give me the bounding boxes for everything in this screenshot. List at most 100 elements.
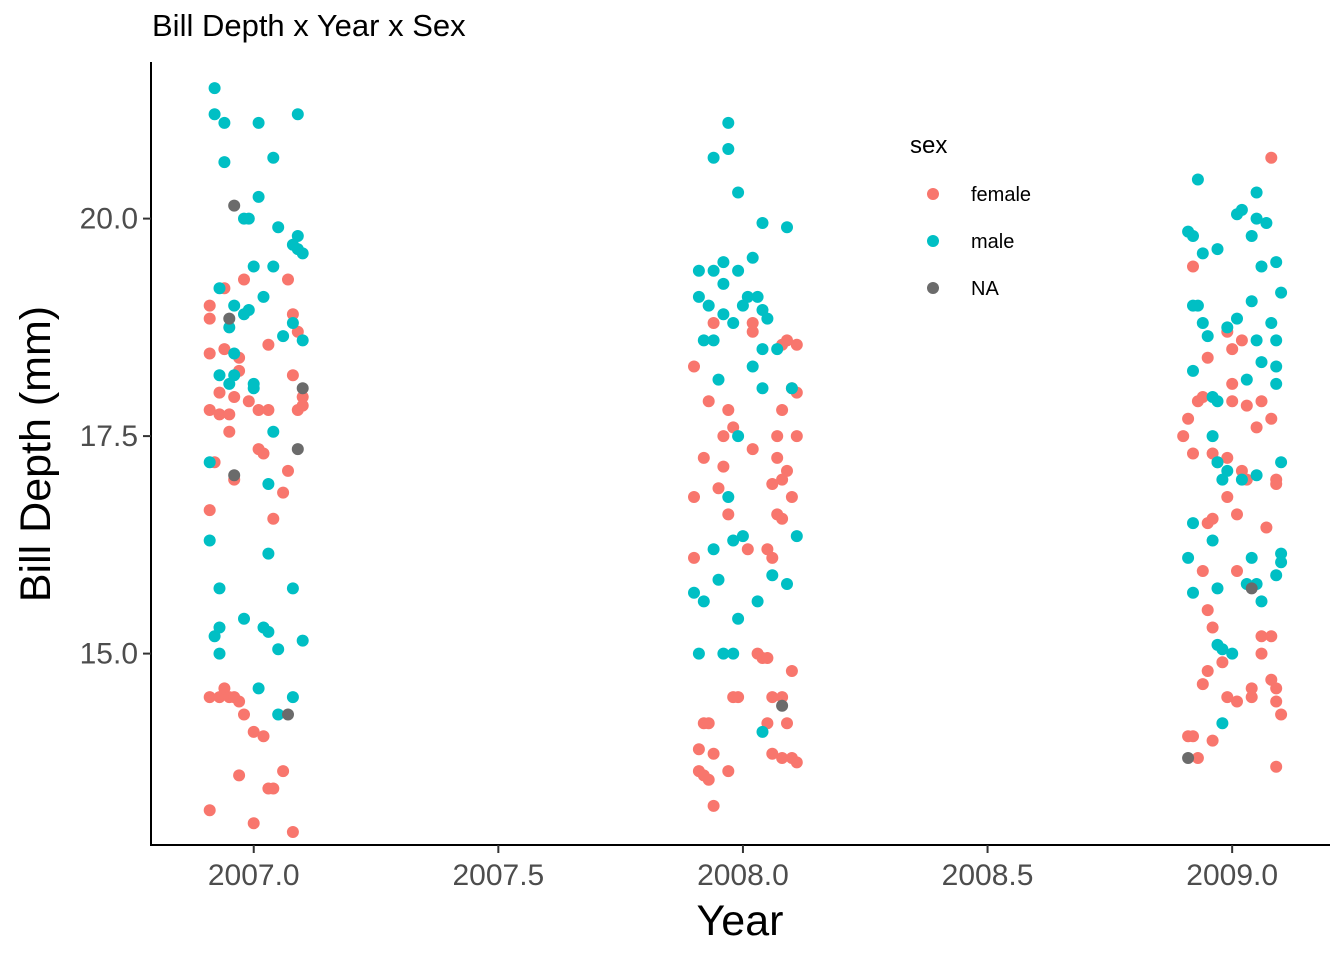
point-male	[712, 373, 725, 386]
point-male	[272, 221, 285, 234]
point-male	[1211, 582, 1224, 595]
point-female	[1270, 760, 1283, 773]
point-male	[1260, 217, 1273, 229]
point-female	[238, 708, 250, 721]
point-female	[203, 504, 216, 517]
point-male	[736, 530, 749, 543]
point-na	[228, 199, 241, 212]
point-male	[688, 586, 700, 599]
point-female	[1206, 447, 1219, 460]
point-female	[262, 404, 275, 416]
point-na	[282, 708, 294, 721]
point-male	[247, 260, 260, 273]
point-male	[208, 630, 221, 643]
point-male	[242, 212, 255, 225]
point-female	[223, 425, 236, 438]
point-male	[238, 308, 250, 321]
point-male	[727, 317, 740, 329]
point-male	[228, 299, 241, 312]
point-female	[1235, 334, 1248, 347]
legend-key-male	[927, 235, 939, 247]
point-male	[722, 116, 735, 129]
point-male	[1270, 334, 1283, 347]
point-male	[790, 530, 803, 543]
point-female	[722, 404, 735, 416]
point-male	[781, 578, 793, 590]
point-female	[785, 665, 798, 677]
point-male	[1250, 212, 1263, 225]
point-female	[746, 325, 759, 338]
point-female	[1245, 691, 1258, 704]
point-male	[717, 277, 730, 290]
x-tick-label: 2008.0	[697, 859, 789, 892]
point-female	[1255, 647, 1268, 660]
point-female	[1206, 621, 1219, 634]
point-male	[286, 691, 299, 704]
point-female	[203, 312, 216, 325]
point-female	[707, 799, 720, 812]
point-female	[213, 408, 226, 421]
point-male	[707, 543, 720, 556]
point-female	[1201, 604, 1214, 617]
point-male	[727, 647, 740, 660]
point-female	[1196, 678, 1209, 691]
point-male	[296, 334, 309, 347]
point-male	[1275, 286, 1288, 299]
point-female	[766, 551, 779, 564]
point-female	[257, 730, 270, 743]
point-male	[1270, 377, 1283, 390]
point-male	[1216, 473, 1229, 486]
point-male	[262, 547, 275, 560]
point-female	[727, 421, 740, 434]
point-male	[252, 682, 265, 695]
point-na	[291, 443, 304, 456]
point-female	[1216, 656, 1229, 669]
point-female	[741, 543, 754, 556]
point-female	[746, 443, 759, 456]
point-male	[1235, 473, 1248, 486]
point-male	[228, 347, 241, 360]
point-female	[771, 430, 784, 443]
point-male	[1250, 469, 1263, 482]
point-female	[1221, 451, 1234, 464]
point-female	[761, 652, 774, 664]
point-female	[781, 334, 793, 347]
point-male	[756, 343, 769, 356]
point-female	[702, 717, 715, 730]
point-male	[707, 334, 720, 347]
point-na	[1245, 582, 1258, 595]
point-female	[722, 508, 735, 521]
point-female	[761, 717, 774, 730]
y-tick-label: 20.0	[80, 203, 138, 236]
x-tick-label: 2007.0	[208, 859, 300, 892]
point-female	[1275, 708, 1288, 721]
point-female	[785, 491, 798, 503]
point-male	[267, 151, 280, 164]
point-male	[1211, 243, 1224, 256]
point-male	[722, 491, 735, 503]
series-na	[223, 199, 1258, 764]
point-male	[736, 299, 749, 312]
point-female	[1231, 508, 1243, 521]
point-female	[1245, 682, 1258, 695]
point-male	[223, 377, 236, 390]
point-female	[1270, 682, 1283, 695]
point-female	[1270, 478, 1283, 490]
point-female	[1226, 343, 1239, 356]
point-male	[1240, 373, 1253, 386]
point-male	[707, 264, 720, 277]
point-male	[746, 360, 759, 373]
point-male	[732, 430, 745, 443]
point-female	[262, 338, 275, 351]
point-male	[1265, 317, 1278, 329]
point-female	[1226, 395, 1239, 408]
point-male	[1211, 456, 1224, 469]
point-male	[717, 647, 730, 660]
point-male	[286, 582, 299, 595]
point-female	[722, 765, 735, 778]
point-na	[1182, 752, 1195, 764]
point-female	[233, 695, 246, 708]
point-female	[702, 773, 715, 786]
point-male	[1245, 230, 1258, 242]
point-female	[1260, 521, 1273, 534]
